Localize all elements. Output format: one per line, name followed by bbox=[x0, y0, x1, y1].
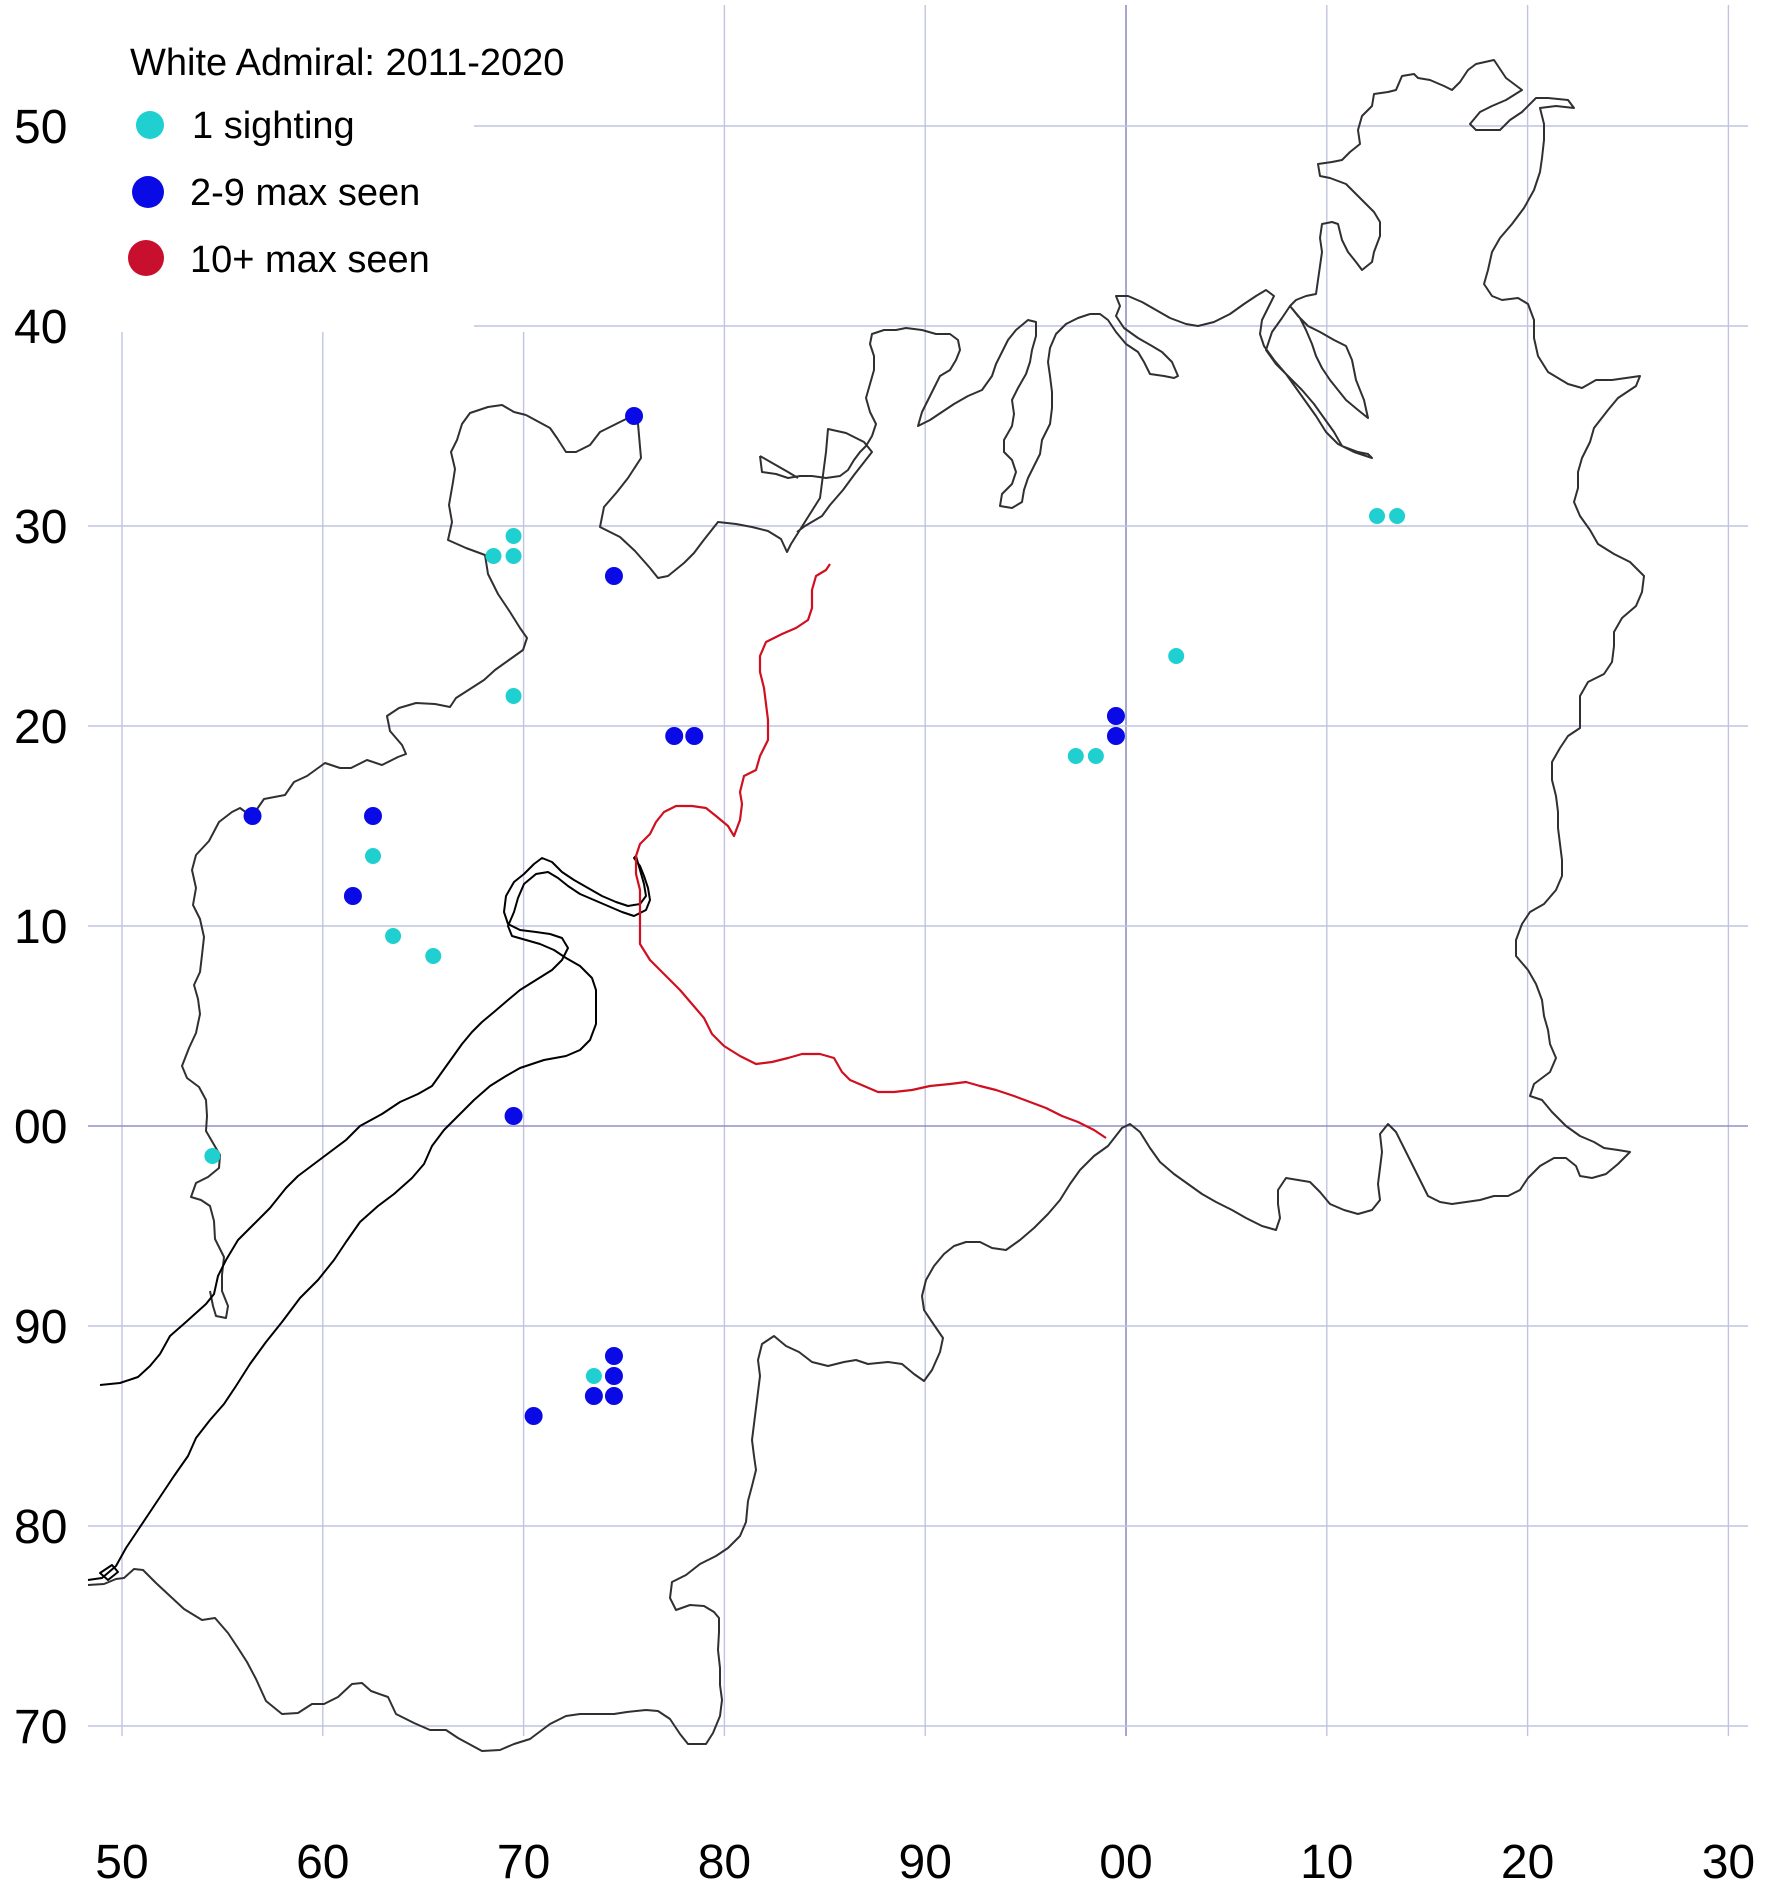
y-tick-label: 20 bbox=[14, 701, 67, 754]
sighting-point bbox=[1067, 748, 1084, 764]
vice-county-boundary bbox=[634, 563, 1107, 1139]
x-tick-label: 10 bbox=[1300, 1836, 1353, 1886]
sighting-point bbox=[524, 1407, 543, 1425]
inner-coastline bbox=[759, 455, 799, 479]
legend-title: White Admiral: 2011-2020 bbox=[130, 42, 564, 84]
sighting-point bbox=[604, 567, 623, 585]
y-tick-label: 40 bbox=[14, 301, 67, 354]
sighting-point bbox=[1389, 508, 1406, 524]
sighting-point bbox=[204, 1148, 221, 1164]
estuary-north-coastline bbox=[1090, 289, 1373, 459]
x-tick-label: 00 bbox=[1099, 1836, 1152, 1886]
sighting-point bbox=[505, 688, 522, 704]
sighting-point bbox=[625, 407, 644, 425]
sighting-point bbox=[364, 807, 382, 825]
grid-lines bbox=[88, 5, 1748, 1736]
sighting-point bbox=[385, 928, 402, 944]
sighting-point bbox=[1106, 727, 1125, 745]
x-tick-label: 50 bbox=[95, 1836, 148, 1886]
sighting-point bbox=[343, 887, 362, 905]
x-tick-label: 60 bbox=[296, 1836, 349, 1886]
sighting-point bbox=[1369, 508, 1385, 524]
sighting-points bbox=[204, 407, 1406, 1425]
y-tick-label: 70 bbox=[14, 1701, 67, 1754]
west-coastline bbox=[525, 414, 873, 579]
sighting-point bbox=[585, 1368, 602, 1384]
sighting-point bbox=[365, 848, 381, 864]
river-south-bank bbox=[87, 855, 651, 1581]
legend-label-2-9-max-seen: 2-9 max seen bbox=[190, 172, 420, 214]
sighting-point bbox=[1087, 748, 1104, 764]
north-west-coastline bbox=[181, 404, 528, 1319]
legend-label-10-plus-max-seen: 10+ max seen bbox=[190, 239, 430, 281]
sighting-point bbox=[604, 1347, 623, 1365]
x-tick-label: 30 bbox=[1702, 1836, 1755, 1886]
sighting-point bbox=[604, 1387, 623, 1405]
sighting-point bbox=[665, 727, 684, 745]
sighting-point bbox=[485, 548, 502, 564]
sighting-point bbox=[505, 528, 522, 544]
y-tick-label: 30 bbox=[14, 501, 67, 554]
river-north-bank bbox=[99, 855, 647, 1386]
river-estuary bbox=[87, 855, 651, 1581]
y-tick-label: 90 bbox=[14, 1301, 67, 1354]
sighting-point bbox=[584, 1387, 603, 1405]
legend-swatch-2-9-max-seen bbox=[132, 176, 164, 208]
legend-label-1-sighting: 1 sighting bbox=[192, 105, 355, 147]
south-coastline bbox=[87, 59, 1645, 1752]
y-tick-label: 50 bbox=[14, 101, 67, 154]
x-tick-label: 90 bbox=[899, 1836, 952, 1886]
x-tick-label: 80 bbox=[698, 1836, 751, 1886]
sighting-point bbox=[604, 1367, 623, 1385]
y-tick-label: 80 bbox=[14, 1501, 67, 1554]
river-mouth-marker bbox=[99, 1564, 119, 1581]
sighting-point bbox=[505, 548, 522, 564]
legend-swatch-10-plus-max-seen bbox=[128, 240, 164, 276]
y-tick-label: 10 bbox=[14, 901, 67, 954]
coastline bbox=[87, 59, 1645, 1752]
sighting-point bbox=[425, 948, 442, 964]
y-tick-label: 00 bbox=[14, 1101, 67, 1154]
sighting-point bbox=[1106, 707, 1125, 725]
legend: White Admiral: 2011-2020 1 sighting 2-9 … bbox=[128, 42, 564, 281]
sighting-point bbox=[685, 727, 704, 745]
thames-upper-coastline bbox=[759, 313, 1091, 509]
x-tick-label: 70 bbox=[497, 1836, 550, 1886]
tick-labels: 50 60 70 80 90 00 10 20 30 50 40 30 20 10 00 90 80 70 bbox=[14, 101, 1755, 1886]
sighting-point bbox=[1168, 648, 1185, 664]
sighting-point bbox=[243, 807, 262, 825]
legend-swatch-1-sighting bbox=[136, 111, 164, 139]
x-tick-label: 20 bbox=[1501, 1836, 1554, 1886]
sighting-point bbox=[504, 1107, 523, 1125]
